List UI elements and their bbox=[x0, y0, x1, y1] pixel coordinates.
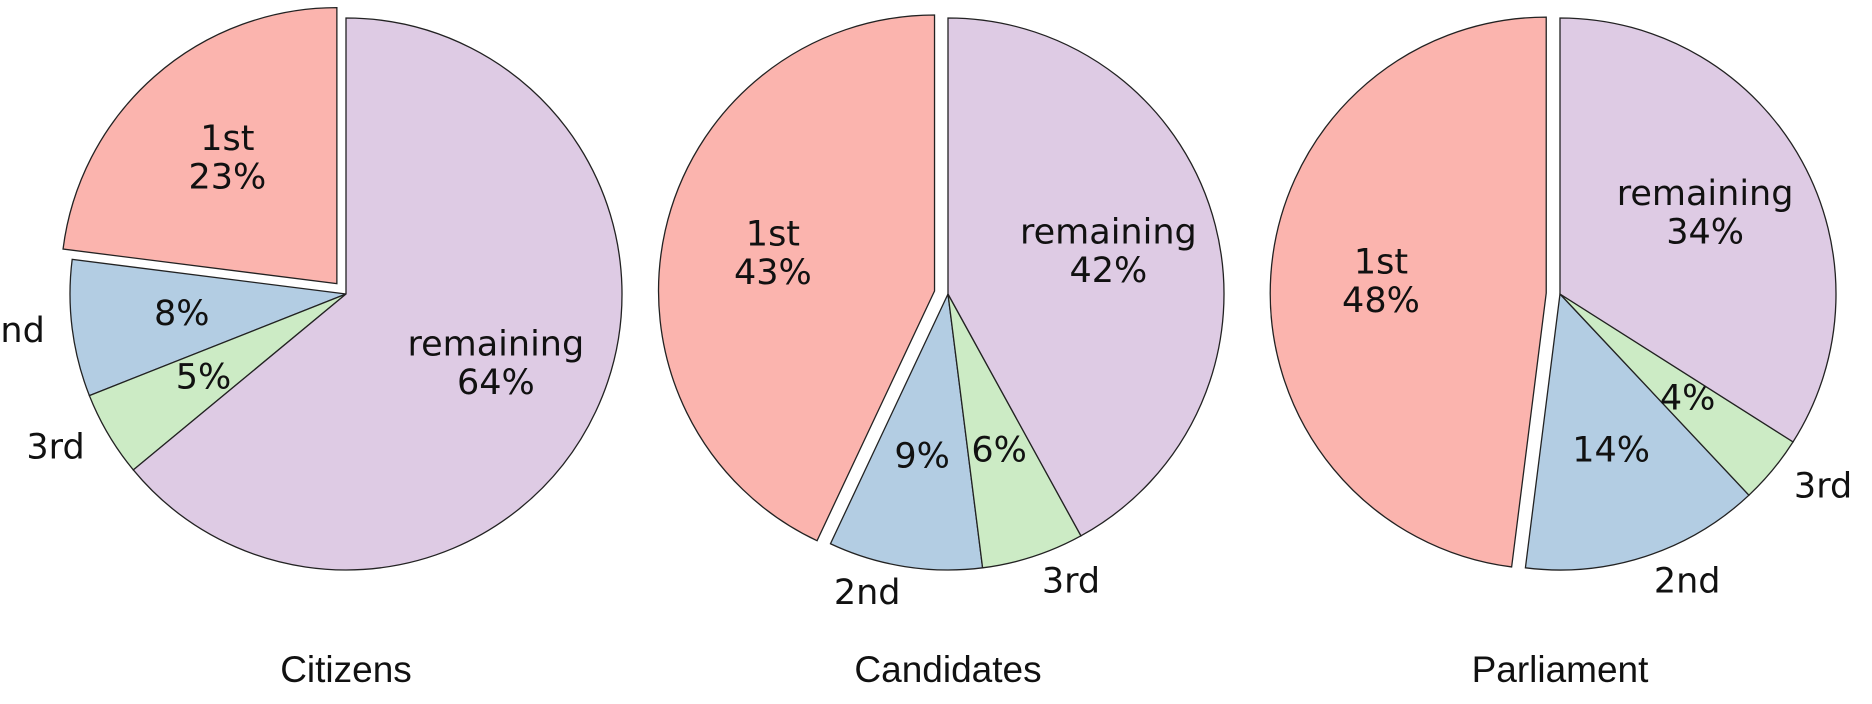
slice-percent: 14% bbox=[1572, 430, 1650, 470]
slice-name: 3rd bbox=[26, 428, 84, 468]
slice-label: remaining 64% bbox=[407, 324, 584, 403]
slice-percent: 42% bbox=[1069, 251, 1147, 291]
chart-title: Candidates bbox=[854, 649, 1041, 690]
slice-percent: 43% bbox=[734, 253, 812, 293]
slice-percent: 48% bbox=[1342, 281, 1420, 321]
slice-name: 2nd bbox=[834, 573, 901, 613]
slice-percent: 5% bbox=[176, 357, 232, 397]
pie-wedge bbox=[1559, 17, 1837, 443]
slice-label: remaining 42% bbox=[1020, 213, 1197, 292]
slice-name: 3rd bbox=[1042, 562, 1100, 602]
pie-wedge bbox=[1269, 16, 1547, 568]
pie-wedge bbox=[132, 17, 623, 571]
slice-name: 2nd bbox=[1654, 562, 1721, 602]
pie-wedge bbox=[1524, 292, 1750, 571]
slice-name: 3rd bbox=[1794, 467, 1852, 507]
slice-percent: 8% bbox=[154, 294, 210, 334]
slice-label: 1st 43% bbox=[734, 215, 812, 294]
slice-percent: 9% bbox=[894, 437, 950, 477]
pie-wedge bbox=[69, 258, 347, 397]
slice-label: remaining 34% bbox=[1617, 174, 1794, 253]
slice-label: 1st 23% bbox=[188, 119, 266, 198]
slice-name: 1st bbox=[1354, 242, 1408, 282]
pie-wedge bbox=[829, 291, 984, 571]
pie-wedge bbox=[657, 14, 936, 542]
slice-percent: 23% bbox=[188, 158, 266, 198]
slice-name: remaining bbox=[1617, 174, 1794, 214]
chart-title: Citizens bbox=[280, 649, 412, 690]
slice-percent: 64% bbox=[457, 363, 535, 403]
chart-title: Parliament bbox=[1472, 649, 1650, 690]
slice-name: 1st bbox=[746, 215, 800, 255]
pie-wedge bbox=[947, 17, 1225, 537]
slice-name: remaining bbox=[1020, 213, 1197, 253]
slice-name: 1st bbox=[200, 119, 254, 159]
slice-name: remaining bbox=[407, 324, 584, 364]
slice-percent: 34% bbox=[1666, 212, 1744, 252]
pie-wedge bbox=[62, 6, 338, 285]
slice-name: 2nd bbox=[0, 311, 45, 351]
slice-label: 1st 48% bbox=[1342, 242, 1420, 321]
slice-percent: 6% bbox=[971, 430, 1027, 470]
